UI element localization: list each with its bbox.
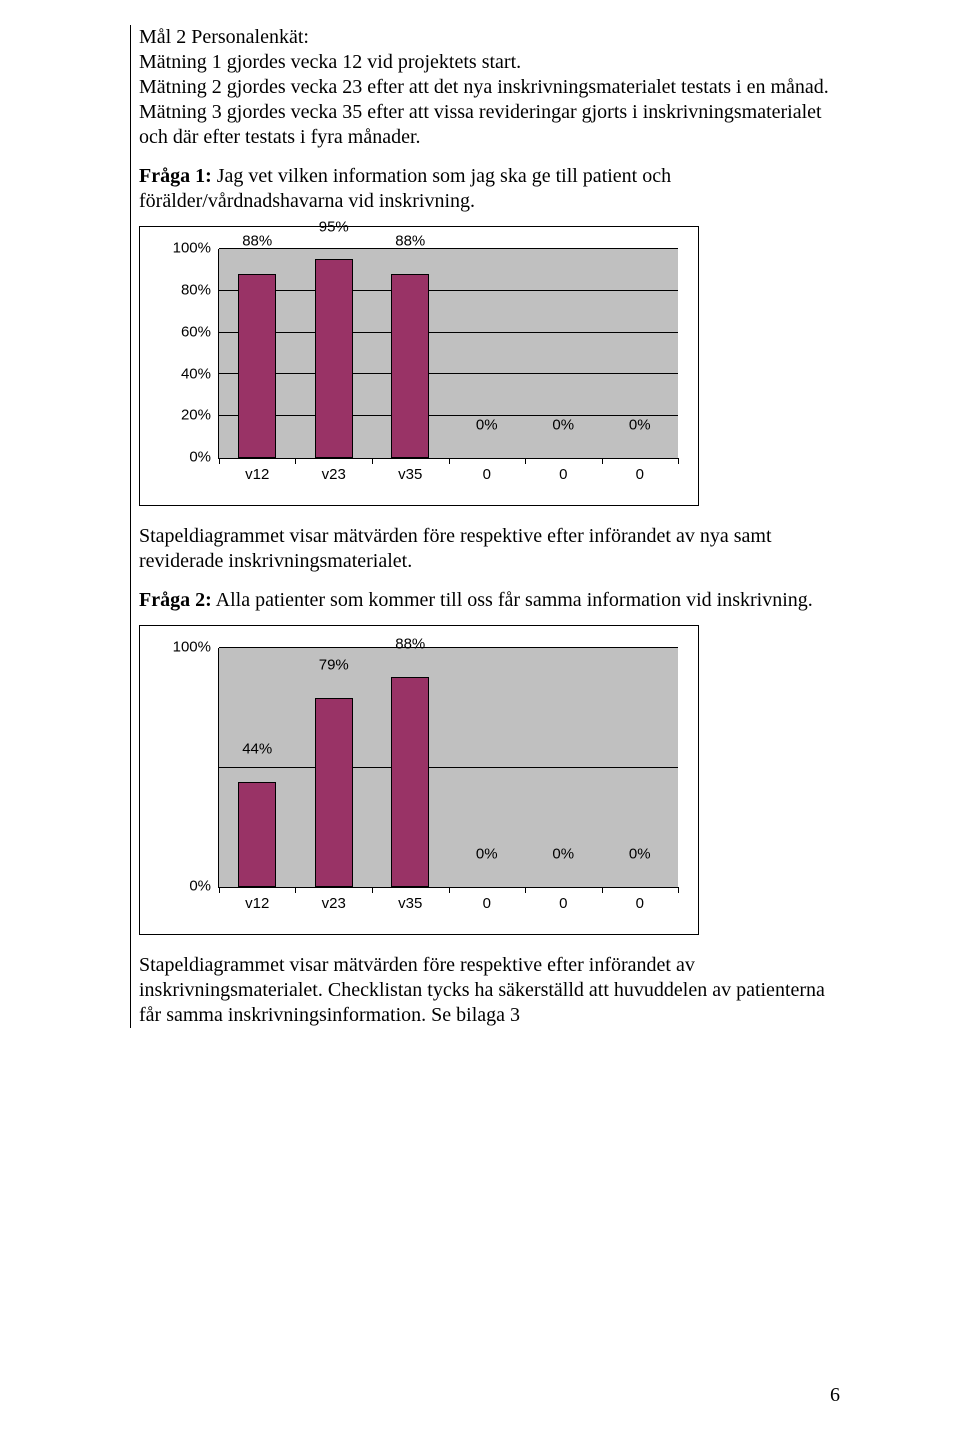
chart-bar: [391, 677, 429, 887]
chart-value-label: 88%: [242, 233, 272, 254]
chart-bar: [315, 259, 353, 458]
chart-x-tick: [678, 458, 679, 464]
chart-value-label: 95%: [319, 218, 349, 239]
chart-value-label: 79%: [319, 657, 349, 678]
chart-gridline: [219, 415, 678, 416]
chart-x-tick: [372, 887, 373, 893]
chart-x-tick: [525, 887, 526, 893]
chart-x-tick: [602, 887, 603, 893]
chart-x-tick: [295, 887, 296, 893]
chart-x-tick: [219, 887, 220, 893]
chart-y-axis-label: 100%: [173, 240, 219, 259]
chart-gridline: [219, 332, 678, 333]
page-number: 6: [830, 1383, 840, 1408]
chart-y-axis-label: 0%: [189, 449, 219, 468]
chart-value-label: 0%: [629, 417, 651, 438]
chart-x-tick: [372, 458, 373, 464]
chart-gridline: [219, 373, 678, 374]
chart-gridline: [219, 290, 678, 291]
chart-1-caption: Stapeldiagrammet visar mätvärden före re…: [139, 524, 836, 574]
chart-x-axis-label: v35: [398, 887, 422, 914]
chart-x-tick: [219, 458, 220, 464]
chart-x-tick: [678, 887, 679, 893]
chart-y-axis-label: 20%: [181, 407, 219, 426]
chart-bar: [315, 698, 353, 887]
document-body: Mål 2 Personalenkät: Mätning 1 gjordes v…: [130, 25, 840, 1028]
chart-x-axis-label: 0: [483, 887, 491, 914]
chart-value-label: 88%: [395, 635, 425, 656]
chart-value-label: 0%: [476, 417, 498, 438]
chart-x-axis-label: 0: [636, 458, 644, 485]
chart-x-axis-label: 0: [636, 887, 644, 914]
para-measurement-3: Mätning 3 gjordes vecka 35 efter att vis…: [139, 100, 836, 150]
chart-x-tick: [295, 458, 296, 464]
heading-goal2: Mål 2 Personalenkät:: [139, 25, 836, 50]
question-2: Fråga 2: Alla patienter som kommer till …: [139, 588, 836, 613]
chart-bar: [238, 274, 276, 458]
chart-gridline: [219, 647, 678, 648]
chart-x-axis-label: v12: [245, 887, 269, 914]
question-2-text: Alla patienter som kommer till oss får s…: [212, 589, 813, 611]
chart-y-axis-label: 40%: [181, 365, 219, 384]
chart-bar: [391, 274, 429, 458]
question-1: Fråga 1: Jag vet vilken information som …: [139, 164, 836, 214]
chart-x-tick: [602, 458, 603, 464]
chart-value-label: 44%: [242, 740, 272, 761]
chart-value-label: 0%: [552, 417, 574, 438]
chart-2: 0% 100% 44% v12 79% v23 88% v35 0% 0 0% 0 0% 0: [139, 625, 699, 935]
chart-gridline: [219, 767, 678, 768]
chart-x-tick: [449, 887, 450, 893]
chart-x-axis-label: v23: [322, 887, 346, 914]
chart-y-axis-label: 0%: [189, 878, 219, 897]
chart-value-label: 88%: [395, 233, 425, 254]
chart-y-axis-label: 80%: [181, 281, 219, 300]
chart-1: 0%20%40%60%80%100%88%v1295%v2388%v350%00…: [139, 226, 699, 506]
chart-bar: [238, 782, 276, 887]
chart-1-plot: 0%20%40%60%80%100%88%v1295%v2388%v350%00…: [218, 249, 678, 459]
question-1-text: Jag vet vilken information som jag ska g…: [139, 165, 671, 212]
chart-2-caption: Stapeldiagrammet visar mätvärden före re…: [139, 953, 836, 1028]
chart-x-axis-label: v12: [245, 458, 269, 485]
chart-x-axis-label: 0: [559, 887, 567, 914]
chart-gridline: [219, 248, 678, 249]
chart-2-plot: 0%100%44%v1279%v2388%v350%00%00%0: [218, 648, 678, 888]
chart-x-tick: [525, 458, 526, 464]
chart-y-axis-label: 60%: [181, 323, 219, 342]
para-measurement-1: Mätning 1 gjordes vecka 12 vid projektet…: [139, 50, 836, 75]
chart-value-label: 0%: [476, 846, 498, 867]
para-measurement-2: Mätning 2 gjordes vecka 23 efter att det…: [139, 75, 836, 100]
chart-x-axis-label: v23: [322, 458, 346, 485]
chart-value-label: 0%: [629, 846, 651, 867]
chart-x-axis-label: 0: [559, 458, 567, 485]
chart-value-label: 0%: [552, 846, 574, 867]
question-2-label: Fråga 2:: [139, 589, 212, 611]
page: Mål 2 Personalenkät: Mätning 1 gjordes v…: [0, 0, 960, 1436]
chart-x-tick: [449, 458, 450, 464]
chart-x-axis-label: 0: [483, 458, 491, 485]
question-1-label: Fråga 1:: [139, 165, 212, 187]
chart-x-axis-label: v35: [398, 458, 422, 485]
chart-y-axis-label: 100%: [173, 639, 219, 658]
